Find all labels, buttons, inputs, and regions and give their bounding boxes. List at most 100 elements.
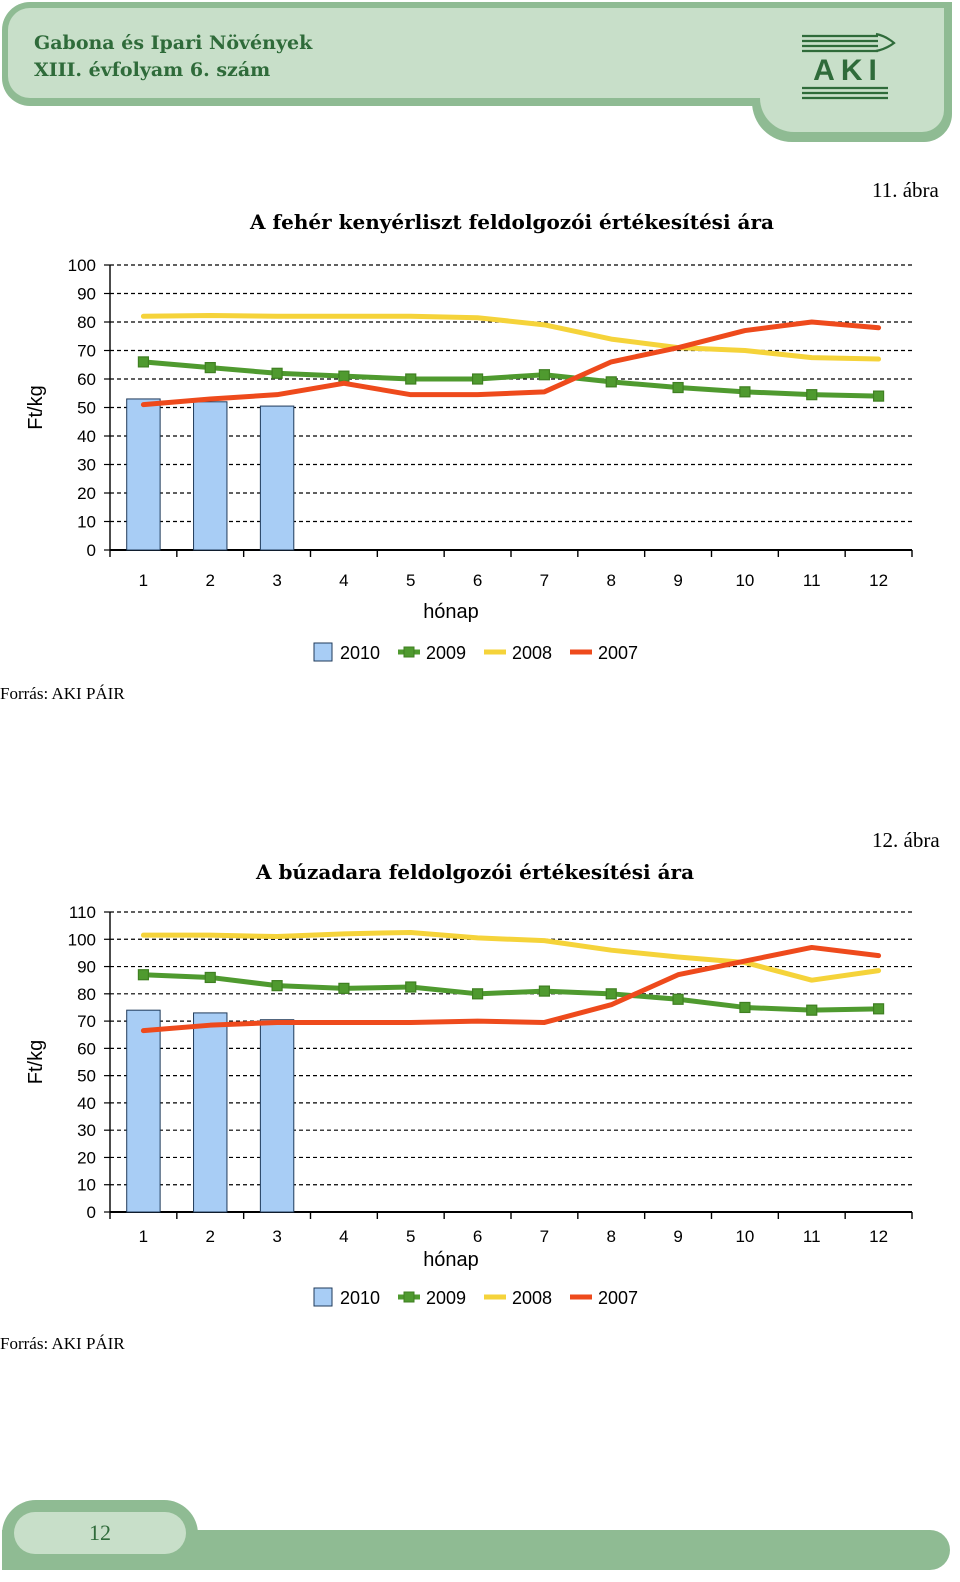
- y-tick-label: 70: [77, 342, 96, 361]
- point-2009: [806, 1004, 818, 1016]
- x-tick-label: 1: [139, 1227, 148, 1246]
- y-tick-label: 70: [77, 1012, 96, 1031]
- bar-2010: [259, 405, 295, 551]
- x-tick-label: 1: [139, 571, 148, 590]
- y-tick-label: 60: [77, 370, 96, 389]
- series-line-2008: [140, 929, 882, 983]
- y-tick-label: 10: [77, 1176, 96, 1195]
- page-number: 12: [89, 1520, 111, 1545]
- footer-pill: [14, 1512, 186, 1554]
- chart-title-2: A búzadara feldolgozói értékesítési ára: [255, 860, 695, 884]
- x-tick-label: 7: [540, 1227, 549, 1246]
- point-2009: [872, 1003, 885, 1015]
- series-line-2007: [140, 319, 882, 408]
- x-tick-label: 7: [540, 571, 549, 590]
- legend-label-2010: 2010: [340, 643, 380, 663]
- x-tick-label: 3: [272, 571, 281, 590]
- source-1: Forrás: AKI PÁIR: [0, 684, 125, 703]
- point-2009: [739, 386, 751, 398]
- legend-label-2007: 2007: [598, 643, 638, 663]
- legend-label-2008: 2008: [512, 1288, 552, 1308]
- y-tick-label: 80: [77, 985, 96, 1004]
- point-2009: [872, 390, 885, 402]
- x-tick-label: 6: [473, 1227, 482, 1246]
- chart-title-1: A fehér kenyérliszt feldolgozói értékesí…: [250, 210, 774, 234]
- legend-label-2009: 2009: [426, 1288, 466, 1308]
- x-tick-label: 6: [473, 571, 482, 590]
- aki-logo: AKI: [802, 32, 896, 100]
- point-2009: [739, 1001, 751, 1014]
- source-2: Forrás: AKI PÁIR: [0, 1334, 125, 1353]
- x-tick-label: 5: [406, 1227, 415, 1246]
- journal-title-line1: Gabona és Ipari Növények: [34, 32, 313, 54]
- point-2009: [204, 971, 216, 984]
- legend-label-2010: 2010: [340, 1288, 380, 1308]
- x-tick-label: 12: [869, 571, 888, 590]
- series-line-2007: [140, 944, 882, 1034]
- point-2009: [672, 381, 684, 394]
- y-tick-label: 60: [77, 1039, 96, 1058]
- y-axis-label: Ft/kg: [25, 385, 47, 429]
- x-tick-label: 11: [803, 571, 821, 590]
- x-tick-label: 10: [735, 571, 754, 590]
- x-tick-label: 10: [735, 1227, 754, 1246]
- legend-marker-2009: [403, 646, 415, 658]
- bar-2010: [259, 1019, 295, 1213]
- point-2009: [806, 389, 818, 401]
- y-tick-label: 50: [77, 399, 96, 418]
- x-tick-label: 4: [339, 571, 348, 590]
- y-tick-label: 40: [77, 1094, 96, 1113]
- y-tick-label: 80: [77, 313, 96, 332]
- legend-label-2009: 2009: [426, 643, 466, 663]
- y-tick-label: 110: [69, 903, 96, 922]
- series-line-2008: [140, 312, 882, 362]
- header-logo-inner: [760, 8, 944, 132]
- y-tick-label: 10: [77, 513, 96, 532]
- point-2009: [471, 373, 484, 385]
- x-tick-label: 2: [206, 1227, 215, 1246]
- x-axis-label: hónap: [423, 1249, 479, 1271]
- point-2009: [204, 361, 216, 374]
- y-tick-label: 0: [87, 541, 96, 560]
- y-tick-label: 100: [68, 930, 96, 949]
- y-tick-label: 20: [77, 1148, 96, 1167]
- x-tick-label: 9: [673, 571, 682, 590]
- y-tick-label: 90: [77, 285, 96, 304]
- y-tick-label: 100: [68, 256, 96, 275]
- point-2009: [538, 369, 551, 381]
- point-2009: [405, 373, 417, 385]
- x-tick-label: 2: [206, 571, 215, 590]
- y-tick-label: 0: [87, 1203, 96, 1222]
- x-tick-label: 5: [406, 571, 415, 590]
- point-2009: [271, 980, 283, 992]
- point-2009: [471, 988, 484, 1000]
- y-axis-label: Ft/kg: [25, 1040, 47, 1084]
- legend-label-2008: 2008: [512, 643, 552, 663]
- journal-title-line2: XIII. évfolyam 6. szám: [34, 59, 271, 81]
- y-tick-label: 50: [77, 1067, 96, 1086]
- y-tick-label: 20: [77, 484, 96, 503]
- x-tick-label: 8: [607, 1227, 616, 1246]
- journal-title: Gabona és Ipari Növények XIII. évfolyam …: [34, 30, 312, 84]
- legend-swatch-2010: [313, 642, 333, 662]
- x-tick-label: 12: [869, 1227, 888, 1246]
- legend-marker-2009: [403, 1291, 415, 1303]
- x-tick-label: 4: [339, 1227, 348, 1246]
- point-2009: [338, 982, 350, 994]
- x-axis-label: hónap: [423, 601, 479, 623]
- x-tick-label: 8: [607, 571, 616, 590]
- bar-2010: [193, 401, 228, 551]
- legend-label-2007: 2007: [598, 1288, 638, 1308]
- point-2009: [672, 993, 684, 1005]
- logo-text: AKI: [813, 54, 883, 87]
- point-2009: [405, 981, 417, 993]
- y-tick-label: 30: [77, 1121, 96, 1140]
- bar-2010: [193, 1012, 228, 1213]
- point-2009: [271, 367, 283, 379]
- bar-2010: [126, 1009, 161, 1213]
- y-tick-label: 40: [77, 427, 96, 446]
- y-tick-label: 30: [77, 456, 96, 475]
- x-tick-label: 3: [272, 1227, 281, 1246]
- legend-swatch-2010: [313, 1287, 333, 1307]
